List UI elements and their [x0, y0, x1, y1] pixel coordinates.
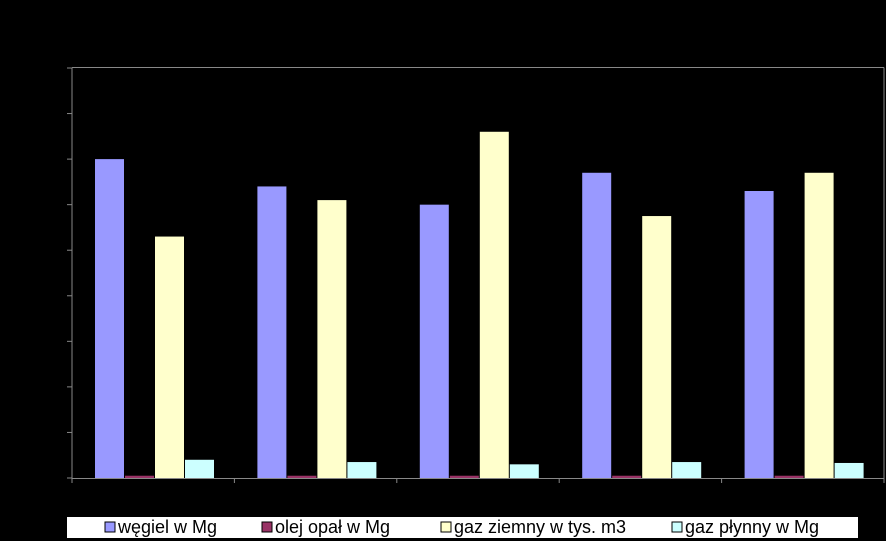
legend-label: węgiel w Mg	[117, 517, 217, 537]
bar	[257, 186, 287, 478]
bar	[774, 475, 804, 478]
bar	[317, 200, 347, 478]
bar	[744, 191, 774, 478]
bar	[804, 172, 834, 478]
bar	[185, 459, 214, 478]
legend-label: gaz płynny w Mg	[685, 517, 819, 537]
legend-swatch	[440, 521, 452, 533]
bar	[582, 172, 612, 478]
bar	[449, 475, 479, 478]
bar	[642, 216, 672, 479]
bar	[155, 236, 184, 478]
legend-swatch	[261, 521, 273, 533]
legend-label: gaz ziemny w tys. m3	[454, 517, 626, 537]
bar	[509, 464, 539, 478]
legend-swatch	[671, 521, 683, 533]
bar	[95, 159, 124, 478]
legend-swatch	[104, 521, 116, 533]
bar	[419, 204, 449, 478]
bar	[612, 475, 642, 478]
bar	[125, 475, 154, 478]
bar	[347, 462, 377, 478]
bar	[672, 462, 702, 478]
bar	[834, 462, 864, 478]
bar	[479, 131, 509, 478]
legend-label: olej opał w Mg	[275, 517, 390, 537]
bar	[287, 475, 317, 478]
